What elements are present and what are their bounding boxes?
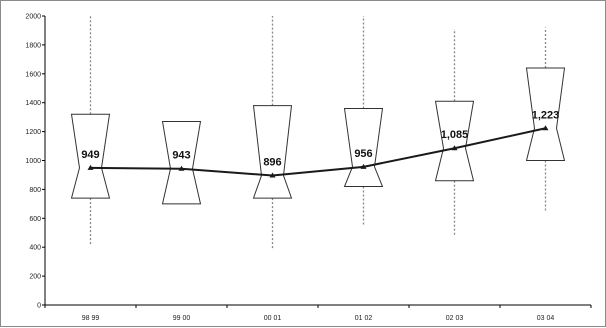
- data-label: 949: [81, 149, 99, 161]
- box-0: [70, 16, 111, 246]
- box-1: [161, 120, 202, 205]
- x-tick-label: 02 03: [446, 315, 464, 322]
- x-tick-label: 01 02: [355, 315, 373, 322]
- y-tick-label: 1400: [25, 100, 41, 107]
- trend-line: [87, 125, 549, 178]
- y-tick-label: 2000: [25, 14, 41, 21]
- y-tick-label: 400: [29, 245, 41, 252]
- x-tick-label: 03 04: [537, 315, 555, 322]
- median-point: [451, 145, 458, 151]
- boxes: [70, 16, 566, 251]
- data-label: 1,085: [441, 129, 469, 141]
- data-label: 896: [263, 157, 281, 169]
- x-tick-label: 00 01: [264, 315, 282, 322]
- box-3: [343, 16, 384, 226]
- data-label: 1,223: [532, 109, 560, 121]
- y-tick-label: 1000: [25, 158, 41, 165]
- notched-box: [434, 100, 475, 182]
- y-tick-label: 800: [29, 187, 41, 194]
- median-point: [542, 125, 549, 131]
- notched-box: [525, 67, 566, 161]
- median-point: [269, 172, 276, 178]
- y-tick-label: 1600: [25, 71, 41, 78]
- y-tick-label: 1200: [25, 129, 41, 136]
- box-5: [525, 27, 566, 212]
- notched-box: [70, 113, 111, 199]
- median-line: [90, 127, 546, 177]
- data-label: 943: [172, 150, 190, 162]
- median-point: [360, 163, 367, 169]
- axes: 0 200 400 600 800 1000 1200 1400 1600 1800 2000 98 …: [25, 14, 592, 322]
- notched-box: [252, 105, 293, 199]
- y-tick-label: 0: [37, 303, 41, 310]
- y-tick-label: 1800: [25, 42, 41, 49]
- y-tick-label: 200: [29, 274, 41, 281]
- median-point: [178, 165, 185, 171]
- data-labels: 949 943 896 956 1,085 1,223: [81, 109, 559, 168]
- data-label: 956: [354, 148, 372, 160]
- x-tick-label: 98 99: [82, 315, 100, 322]
- notched-box: [161, 120, 202, 205]
- y-tick-label: 600: [29, 216, 41, 223]
- median-point: [87, 164, 94, 170]
- box-4: [434, 29, 475, 236]
- box-2: [252, 16, 293, 251]
- x-tick-label: 99 00: [173, 315, 191, 322]
